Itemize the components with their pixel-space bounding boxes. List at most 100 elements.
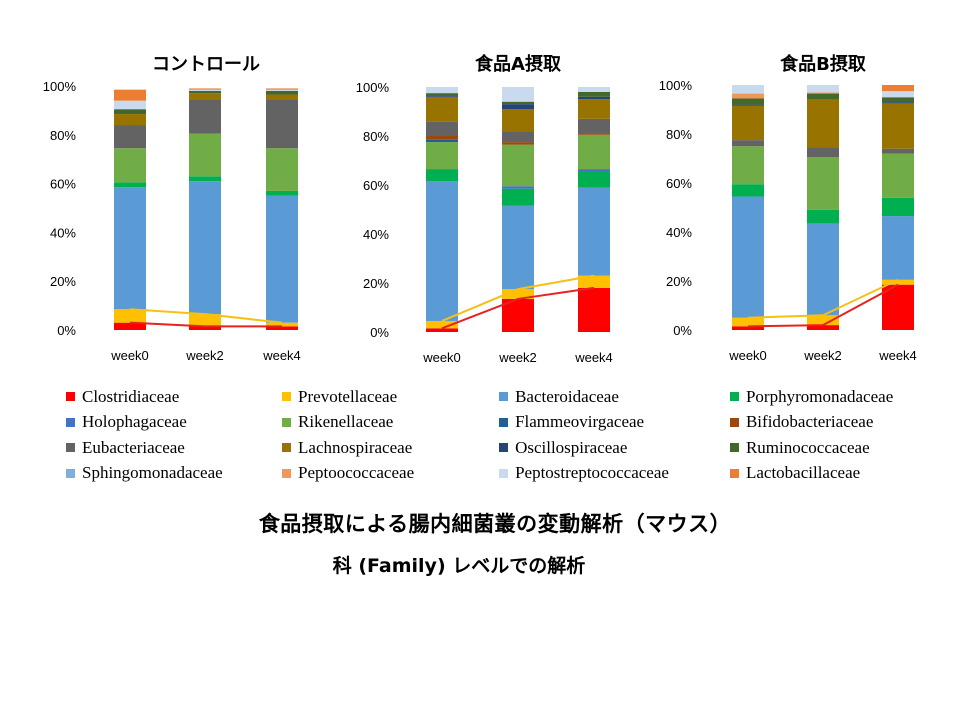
sub-caption: 科 (Family) レベルでの解析	[332, 555, 586, 577]
x-tick-label: week0	[422, 350, 461, 365]
bar-segment-peptostreptococcaceae	[426, 87, 458, 94]
legend-item: Porphyromonadaceae	[729, 384, 946, 410]
x-tick-label: week4	[878, 348, 917, 363]
legend-item: Ruminococcaceae	[729, 435, 946, 461]
bar-segment-peptostreptococcaceae	[114, 100, 146, 110]
bar-segment-rikenellaceae	[732, 146, 764, 185]
legend-swatch	[282, 468, 292, 478]
legend-swatch	[282, 392, 292, 402]
main-caption: 食品摂取による腸内細菌叢の変動解析（マウス）	[258, 512, 732, 536]
bar-segment-prevotellaceae	[266, 322, 298, 327]
y-tick-label: 40%	[363, 227, 389, 242]
bar-segment-porphyromonadaceae	[426, 169, 458, 182]
bar-segment-prevotellaceae	[114, 309, 146, 323]
bar-segment-clostridiaceae	[807, 325, 839, 330]
bar-segment-oscillospiraceae	[732, 104, 764, 106]
x-tick-label: week0	[728, 348, 767, 363]
bar-segment-bacteroidaceae	[266, 195, 298, 323]
bar-segment-lachnospiraceae	[578, 99, 610, 119]
bar-segment-porphyromonadaceae	[266, 190, 298, 196]
bar-segment-bacteroidaceae	[502, 205, 534, 290]
bar-segment-bacteroidaceae	[578, 187, 610, 276]
bar-segment-holophagaceae	[502, 186, 534, 189]
legend-row: Sphingomonadaceae Peptoococcaceae Peptostr…	[66, 461, 946, 487]
bar-segment-lachnospiraceae	[189, 93, 221, 100]
bar-segment-porphyromonadaceae	[882, 197, 914, 217]
legend-swatch	[66, 392, 75, 402]
bar-segment-eubacteriaceae	[114, 125, 146, 149]
chart-title: 食品B摂取	[779, 53, 867, 75]
bar-segment-eubacteriaceae	[502, 131, 534, 143]
x-tick-label: week2	[185, 348, 224, 363]
bar-segment-ruminococcaceae	[882, 97, 914, 103]
bar-segment-bacteroidaceae	[732, 196, 764, 318]
legend-label: Peptoococcaceae	[298, 463, 415, 483]
trend-line-cumulative	[747, 278, 899, 319]
bar-segment-oscillospiraceae	[578, 96, 610, 100]
y-tick-label: 60%	[50, 177, 76, 192]
chart-panel-3: 食品B摂取 0% 20% 40% 60% 80% 100% week0 week2 week4	[659, 53, 917, 363]
bar-segment-clostridiaceae	[266, 326, 298, 330]
bar-segment-rikenellaceae	[578, 134, 610, 170]
bar-segment-clostridiaceae	[426, 328, 458, 332]
bar-segment-eubacteriaceae	[189, 99, 221, 134]
bar-segment-lactobacillaceae	[266, 88, 298, 90]
y-tick-label: 80%	[666, 127, 692, 142]
bar-segment-rikenellaceae	[189, 133, 221, 177]
bar-segment-ruminococcaceae	[807, 93, 839, 100]
legend-item: Peptoococcaceae	[282, 461, 499, 487]
bar-segment-oscillospiraceae	[502, 104, 534, 110]
legend-swatch	[729, 443, 739, 453]
bar-segment-lactobacillaceae	[189, 88, 221, 90]
bar-segment-peptostreptococcaceae	[266, 89, 298, 91]
bar-segment-ruminococcaceae	[266, 90, 298, 95]
bar-segment-prevotellaceae	[189, 314, 221, 327]
bar-segment-ruminococcaceae	[114, 109, 146, 115]
legend-item: Lachnospiraceae	[282, 435, 499, 461]
bar-segment-prevotellaceae	[502, 289, 534, 299]
bar-segment-porphyromonadaceae	[114, 182, 146, 188]
x-tick-label: week0	[110, 348, 149, 363]
bar-segment-porphyromonadaceae	[578, 171, 610, 188]
legend-swatch	[729, 392, 739, 402]
y-tick-label: 80%	[363, 129, 389, 144]
legend-item: Rikenellaceae	[282, 410, 499, 436]
bar-segment-clostridiaceae	[502, 298, 534, 332]
bar-segment-oscillospiraceae	[426, 95, 458, 97]
legend-label: Eubacteriaceae	[82, 437, 185, 457]
bar-segment-ruminococcaceae	[732, 98, 764, 105]
legend-item: Oscillospiraceae	[499, 435, 730, 461]
y-tick-label: 40%	[666, 225, 692, 240]
bar-segment-ruminococcaceae	[578, 91, 610, 97]
y-tick-label: 60%	[666, 176, 692, 191]
bar-segment-porphyromonadaceae	[732, 184, 764, 197]
chart-title: 食品A摂取	[474, 53, 562, 75]
bar-segment-prevotellaceae	[882, 279, 914, 285]
bar-segment-lachnospiraceae	[266, 94, 298, 100]
legend-swatch	[282, 443, 292, 453]
legend-swatch	[499, 417, 509, 427]
bar-segment-lachnospiraceae	[882, 103, 914, 149]
bar-segment-bifidobacteriaceae	[426, 136, 458, 140]
legend-label: Ruminococcaceae	[745, 437, 870, 457]
trend-line-cumulative	[129, 308, 283, 324]
chart-panel-1: コントロール 0% 20% 40% 60% 80% 100% week0 week2 week4	[43, 54, 301, 363]
x-tick-label: week2	[803, 348, 842, 363]
bar-segment-eubacteriaceae	[882, 148, 914, 154]
y-tick-label: 20%	[666, 274, 692, 289]
bar-segment-eubacteriaceae	[732, 140, 764, 147]
legend-label: Bifidobacteriaceae	[745, 412, 874, 432]
y-tick-label: 20%	[50, 274, 76, 289]
legend-label: Bacteroidaceae	[515, 386, 619, 406]
bar-segment-peptoococcaceae	[732, 93, 764, 99]
chart-title: コントロール	[152, 54, 260, 75]
legend-label: Peptostreptococcaceae	[515, 463, 669, 483]
y-tick-label: 0%	[370, 325, 389, 340]
bar-segment-ruminococcaceae	[189, 90, 221, 94]
legend-item: Lactobacillaceae	[729, 461, 946, 487]
bar-segment-peptostreptococcaceae	[732, 85, 764, 94]
legend-item: Eubacteriaceae	[66, 435, 282, 461]
x-tick-label: week2	[498, 350, 537, 365]
legend-row: Eubacteriaceae Lachnospiraceae Oscillospir…	[66, 435, 946, 461]
